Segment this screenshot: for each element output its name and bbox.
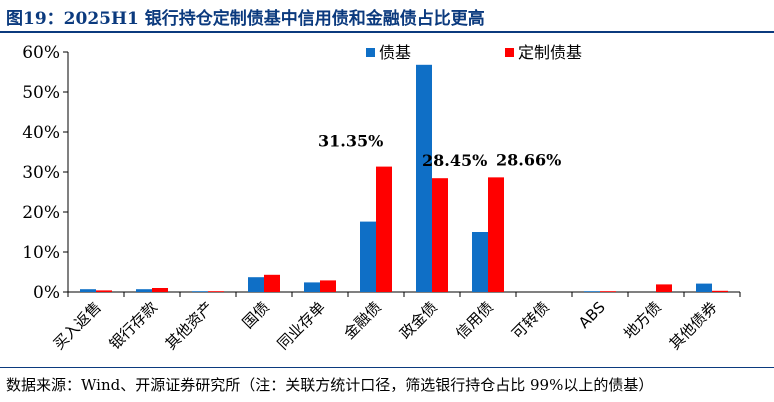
x-category-label: 信用债	[452, 298, 497, 343]
x-category-label: 买入返售	[50, 298, 105, 353]
bar	[416, 64, 432, 292]
x-category-label: 同业存单	[274, 298, 329, 353]
bar	[376, 166, 392, 292]
data-label: 28.45%	[422, 151, 487, 170]
data-label: 28.66%	[496, 150, 561, 169]
bar	[360, 221, 376, 292]
x-category-label: 银行存款	[106, 298, 161, 353]
source-note: 数据来源：Wind、开源证券研究所（注：关联方统计口径，筛选银行持仓占比 99%…	[6, 376, 654, 394]
legend-swatch	[505, 48, 514, 57]
bar	[304, 282, 320, 292]
bar-chart: 0% 10% 20% 30% 40% 50% 60% 31.35% 28.45% 28.66% 买入…	[22, 43, 741, 353]
bar	[656, 284, 672, 292]
legend-label: 债基	[379, 43, 411, 62]
bar	[712, 290, 728, 292]
title-divider	[0, 31, 774, 33]
bar	[96, 290, 112, 292]
legend-swatch	[366, 48, 375, 57]
bar	[208, 291, 224, 292]
x-category-label: 可转债	[508, 298, 553, 343]
bar	[264, 274, 280, 292]
x-category-label: 政金债	[396, 298, 441, 343]
figure-title: 图19：2025H1 银行持仓定制债基中信用债和金融债占比更高	[6, 9, 485, 29]
x-category-label: ABS	[575, 298, 609, 332]
bar	[136, 289, 152, 292]
source-divider	[0, 367, 774, 368]
x-category-label: 国债	[239, 298, 273, 332]
x-category-label: 金融债	[340, 298, 385, 343]
x-category-label: 地方债	[620, 298, 665, 343]
bar	[248, 277, 264, 292]
x-category-label: 其他债券	[666, 298, 721, 353]
bar	[600, 291, 616, 292]
data-label: 31.35%	[318, 132, 383, 151]
bar	[472, 232, 488, 292]
y-tick-label: 30%	[22, 163, 60, 183]
x-category-label: 其他资产	[162, 298, 217, 353]
y-tick-label: 60%	[22, 43, 60, 63]
bar	[432, 178, 448, 292]
y-tick-label: 40%	[22, 123, 60, 143]
bar	[152, 288, 168, 292]
y-tick-label: 0%	[33, 283, 60, 303]
bar	[488, 177, 504, 292]
bar	[80, 289, 96, 292]
bar	[192, 291, 208, 292]
bar	[320, 280, 336, 292]
y-tick-label: 20%	[22, 203, 60, 223]
bar	[584, 291, 600, 292]
y-tick-label: 50%	[22, 83, 60, 103]
bar	[696, 283, 712, 292]
y-tick-label: 10%	[22, 243, 60, 263]
legend-label: 定制债基	[518, 43, 582, 62]
